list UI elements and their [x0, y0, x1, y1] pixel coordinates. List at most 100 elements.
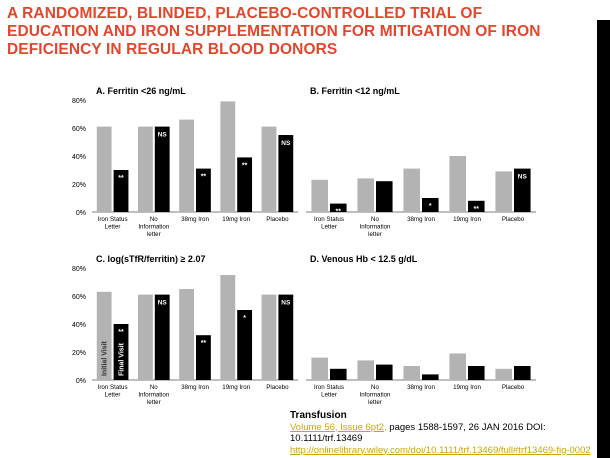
chart-a-title: A. Ferritin <26 ng/mL	[96, 86, 186, 96]
chart-a-category-label: 19mg Iron	[222, 216, 250, 223]
chart-c-category-label: No	[150, 384, 158, 391]
chart-a-ytick-label: 60%	[72, 126, 86, 133]
chart-c-significance-label: *	[243, 315, 246, 322]
chart-d-bar-final	[376, 364, 393, 380]
chart-a-category-label: Iron Status	[98, 216, 128, 223]
chart-a-significance-label: NS	[281, 140, 291, 147]
chart-panel-b: B. Ferritin <12 ng/mL ** Iron Status Letter…	[300, 84, 540, 246]
chart-d-bar-final	[514, 366, 531, 380]
chart-a-category-label: 38mg Iron	[181, 216, 209, 223]
citation-journal: Transfusion	[290, 410, 347, 421]
chart-c-significance-label: **	[118, 329, 124, 336]
chart-panel-a: A. Ferritin <26 ng/mL 0% 20% 40% 60% 80% ** Iro…	[62, 84, 302, 246]
chart-a-category-label: Information	[138, 224, 170, 231]
chart-a-significance-label: **	[201, 174, 207, 181]
chart-d-category-label: Letter	[321, 392, 337, 399]
chart-a-bar-initial	[96, 126, 112, 212]
chart-b-significance-label: NS	[518, 174, 528, 181]
citation-details: pages 1588-1597, 26 JAN 2016 DOI: 10.111…	[290, 421, 546, 445]
chart-d-category-label: No	[371, 384, 379, 391]
chart-b-category-label: No	[371, 216, 379, 223]
chart-c-significance-label: NS	[158, 300, 168, 307]
citation-volume-link[interactable]: Volume 56, Issue 6pt2,	[290, 421, 387, 433]
chart-c-category-label: 38mg Iron	[181, 384, 209, 391]
chart-d-bar-final	[422, 374, 439, 380]
chart-d-title: D. Venous Hb < 12.5 g/dL	[310, 254, 418, 264]
chart-b-significance-label: **	[474, 206, 480, 213]
chart-a-significance-label: **	[118, 175, 124, 182]
chart-c-ytick-label: 60%	[72, 294, 86, 301]
chart-c-significance-label: NS	[281, 300, 291, 307]
chart-a-bar-final	[237, 157, 253, 212]
chart-c-bar-initial	[179, 289, 194, 380]
citation-line: Volume 56, Issue 6pt2, pages 1588-1597, …	[290, 422, 610, 445]
chart-b-bar-final	[376, 181, 393, 212]
chart-c-title: C. log(sTfR/ferritin) ≥ 2.07	[96, 254, 205, 264]
chart-a-svg: A. Ferritin <26 ng/mL 0% 20% 40% 60% 80% ** Iro…	[72, 86, 298, 238]
chart-c-ytick-label: 40%	[72, 322, 86, 329]
chart-c-svg: C. log(sTfR/ferritin) ≥ 2.07 0% 20% 40% 60% 8…	[72, 254, 298, 406]
chart-a-ytick-label: 80%	[72, 98, 86, 105]
chart-b-category-label: Letter	[321, 224, 337, 231]
chart-b-bar-final	[330, 203, 347, 212]
chart-c-bar-final	[154, 294, 170, 380]
chart-b-category-label: Iron Status	[314, 216, 344, 223]
chart-a-significance-label: NS	[158, 132, 168, 139]
chart-d-category-label: 19mg Iron	[453, 384, 481, 391]
chart-d-bar-initial	[403, 366, 420, 380]
chart-b-svg: B. Ferritin <12 ng/mL**Iron StatusLetter…	[306, 86, 536, 238]
chart-c-bar-final	[237, 310, 253, 380]
chart-b-category-label: Placebo	[502, 216, 525, 223]
chart-b-bar-initial	[311, 179, 328, 212]
chart-panel-d: D. Venous Hb < 12.5 g/dL Iron Status Lette…	[300, 252, 540, 414]
chart-a-bar-initial	[220, 101, 236, 212]
chart-c-ytick-label: 80%	[72, 266, 86, 273]
chart-a-category-label: Placebo	[266, 216, 289, 223]
chart-a-ytick-label: 40%	[72, 154, 86, 161]
chart-d-category-label: 38mg Iron	[407, 384, 435, 391]
chart-b-category-label: 19mg Iron	[453, 216, 481, 223]
chart-d-category-label: Iron Status	[314, 384, 344, 391]
chart-a-category-label: letter	[147, 231, 161, 238]
chart-d-bar-final	[468, 366, 485, 380]
slide-title: A RANDOMIZED, BLINDED, PLACEBO-CONTROLLE…	[7, 5, 541, 58]
chart-d-svg: D. Venous Hb < 12.5 g/dL Iron StatusLette…	[306, 254, 536, 406]
chart-b-title: B. Ferritin <12 ng/mL	[310, 86, 400, 96]
citation-url-link[interactable]: http://onlinelibrary.wiley.com/doi/10.11…	[290, 444, 591, 456]
chart-b-bar-final	[422, 198, 439, 212]
chart-a-category-label: Letter	[105, 224, 121, 231]
chart-c-bar-final	[196, 335, 211, 380]
chart-d-bar-initial	[357, 360, 374, 380]
chart-c-bar-series-label: Initial Visit	[102, 340, 109, 376]
chart-a-significance-label: **	[242, 162, 248, 169]
chart-a-bar-final	[113, 170, 129, 212]
chart-c-bar-initial	[261, 294, 277, 380]
chart-a-bar-final	[196, 168, 211, 212]
chart-c-bar-initial	[96, 291, 112, 380]
chart-panel-c: C. log(sTfR/ferritin) ≥ 2.07 0% 20% 40% 60% 8…	[62, 252, 302, 414]
chart-c-bar-initial	[137, 294, 153, 380]
chart-a-bar-initial	[261, 126, 277, 212]
chart-c-category-label: Information	[138, 392, 170, 399]
chart-b-bar-initial	[495, 171, 512, 212]
chart-b-category-label: Information	[360, 224, 392, 231]
chart-a-ytick-label: 0%	[76, 210, 86, 217]
chart-b-significance-label: **	[336, 209, 342, 216]
chart-c-category-label: Iron Status	[98, 384, 128, 391]
chart-a-category-label: No	[150, 216, 158, 223]
chart-b-category-label: 38mg Iron	[407, 216, 435, 223]
chart-c-category-label: letter	[147, 399, 161, 406]
chart-b-bar-initial	[449, 156, 466, 212]
chart-b-significance-label: *	[429, 203, 432, 210]
chart-c-bar-final	[113, 324, 129, 380]
chart-c-category-label: Placebo	[266, 384, 289, 391]
chart-a-bar-initial	[179, 119, 194, 212]
chart-d-bar-final	[330, 368, 347, 380]
chart-a-bar-initial	[137, 126, 153, 212]
chart-c-bar-initial	[220, 275, 236, 380]
chart-b-bar-final	[514, 168, 531, 212]
chart-c-category-label: 19mg Iron	[222, 384, 250, 391]
chart-a-bar-final	[154, 126, 170, 212]
chart-b-bar-initial	[403, 168, 420, 212]
chart-c-category-label: Letter	[105, 392, 121, 399]
